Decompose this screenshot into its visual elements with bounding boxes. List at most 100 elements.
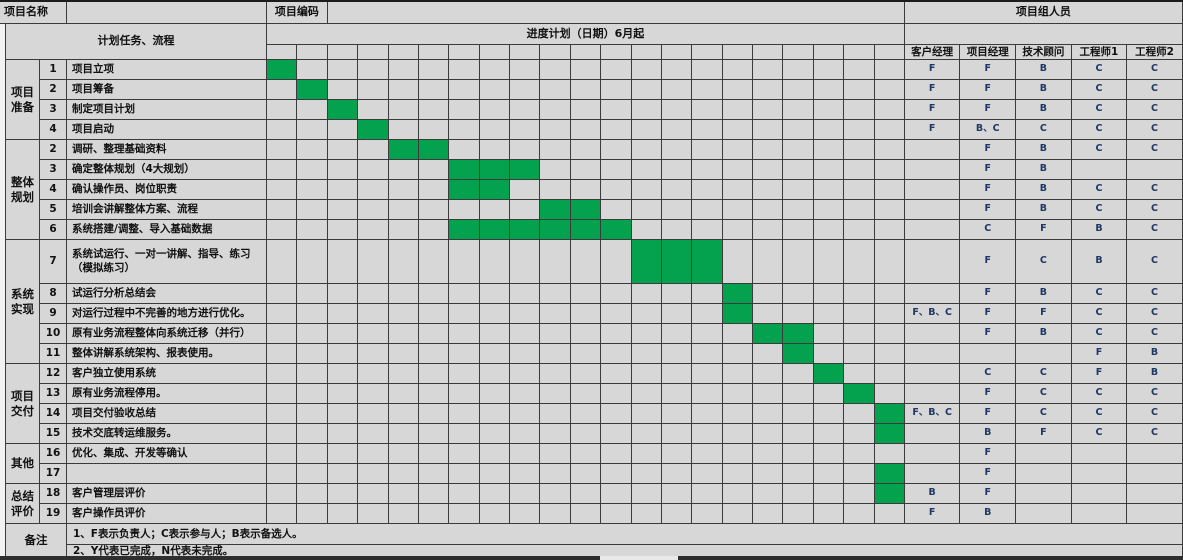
timeline-cell[interactable]: [722, 180, 753, 200]
task-label[interactable]: 技术交底转运维服务。: [67, 424, 267, 444]
gantt-bar-cell[interactable]: [327, 100, 359, 120]
timeline-cell[interactable]: [661, 364, 693, 384]
assignment-cell[interactable]: C: [1071, 324, 1128, 344]
timeline-cell[interactable]: [874, 324, 905, 344]
task-label[interactable]: 项目启动: [67, 120, 267, 140]
timeline-cell[interactable]: [692, 324, 723, 344]
timeline-cell[interactable]: [661, 100, 693, 120]
timeline-cell[interactable]: [358, 80, 389, 100]
timeline-cell[interactable]: [358, 180, 389, 200]
assignment-cell[interactable]: [1127, 444, 1183, 464]
timeline-cell[interactable]: [631, 120, 662, 140]
date-header-cell[interactable]: [570, 45, 602, 60]
timeline-cell[interactable]: [570, 180, 602, 200]
timeline-cell[interactable]: [570, 120, 602, 140]
timeline-cell[interactable]: [692, 60, 723, 80]
timeline-cell[interactable]: [692, 100, 723, 120]
timeline-cell[interactable]: [479, 364, 510, 384]
timeline-cell[interactable]: [267, 220, 298, 240]
assignment-cell[interactable]: C: [1127, 100, 1183, 120]
timeline-cell[interactable]: [722, 424, 753, 444]
timeline-cell[interactable]: [631, 284, 662, 304]
task-label[interactable]: 对运行过程中不完善的地方进行优化。: [67, 304, 267, 324]
assignment-cell[interactable]: [904, 384, 961, 404]
assignment-cell[interactable]: [904, 364, 961, 384]
timeline-cell[interactable]: [661, 180, 693, 200]
timeline-cell[interactable]: [844, 304, 875, 324]
timeline-cell[interactable]: [722, 404, 753, 424]
assignment-cell[interactable]: B: [1071, 220, 1128, 240]
assignment-cell[interactable]: C: [1127, 180, 1183, 200]
timeline-cell[interactable]: [449, 60, 480, 80]
timeline-cell[interactable]: [661, 160, 693, 180]
timeline-cell[interactable]: [570, 404, 602, 424]
assignment-cell[interactable]: [904, 200, 961, 220]
timeline-cell[interactable]: [297, 100, 328, 120]
timeline-cell[interactable]: [540, 160, 571, 180]
date-header-cell[interactable]: [297, 45, 328, 60]
assignment-cell[interactable]: C: [1127, 304, 1183, 324]
assignment-cell[interactable]: [904, 444, 961, 464]
timeline-cell[interactable]: [570, 464, 602, 484]
timeline-cell[interactable]: [631, 304, 662, 324]
timeline-cell[interactable]: [297, 200, 328, 220]
task-label[interactable]: 优化、集成、开发等确认: [67, 444, 267, 464]
timeline-cell[interactable]: [813, 284, 845, 304]
timeline-cell[interactable]: [722, 60, 753, 80]
timeline-cell[interactable]: [327, 160, 359, 180]
assignment-cell[interactable]: B: [1016, 160, 1072, 180]
gantt-bar-cell[interactable]: [722, 304, 753, 324]
timeline-cell[interactable]: [631, 404, 662, 424]
task-label[interactable]: 培训会讲解整体方案、流程: [67, 200, 267, 220]
timeline-cell[interactable]: [722, 324, 753, 344]
assignment-cell[interactable]: [1016, 344, 1072, 364]
timeline-cell[interactable]: [753, 80, 784, 100]
assignment-cell[interactable]: F: [1071, 344, 1128, 364]
date-header-cell[interactable]: [631, 45, 662, 60]
assignment-cell[interactable]: C: [1016, 364, 1072, 384]
timeline-cell[interactable]: [874, 344, 905, 364]
assignment-cell[interactable]: [904, 240, 961, 284]
timeline-cell[interactable]: [327, 484, 359, 504]
assignment-cell[interactable]: B: [1016, 200, 1072, 220]
timeline-cell[interactable]: [540, 304, 571, 324]
timeline-cell[interactable]: [479, 424, 510, 444]
timeline-cell[interactable]: [874, 160, 905, 180]
timeline-cell[interactable]: [358, 140, 389, 160]
assignment-cell[interactable]: C: [1071, 80, 1128, 100]
assignment-cell[interactable]: C: [1016, 240, 1072, 284]
assignment-cell[interactable]: [1071, 484, 1128, 504]
timeline-cell[interactable]: [418, 200, 450, 220]
timeline-cell[interactable]: [358, 504, 389, 524]
timeline-cell[interactable]: [449, 304, 480, 324]
assignment-cell[interactable]: C: [1127, 200, 1183, 220]
timeline-cell[interactable]: [844, 444, 875, 464]
timeline-cell[interactable]: [844, 100, 875, 120]
timeline-cell[interactable]: [631, 364, 662, 384]
timeline-cell[interactable]: [540, 424, 571, 444]
timeline-cell[interactable]: [267, 344, 298, 364]
timeline-cell[interactable]: [358, 344, 389, 364]
timeline-cell[interactable]: [510, 504, 541, 524]
timeline-cell[interactable]: [418, 424, 450, 444]
assignment-cell[interactable]: C: [1016, 404, 1072, 424]
timeline-cell[interactable]: [388, 160, 419, 180]
timeline-cell[interactable]: [358, 404, 389, 424]
timeline-cell[interactable]: [297, 180, 328, 200]
assignment-cell[interactable]: [960, 344, 1017, 364]
timeline-cell[interactable]: [267, 80, 298, 100]
timeline-cell[interactable]: [327, 324, 359, 344]
timeline-cell[interactable]: [692, 140, 723, 160]
task-label[interactable]: 调研、整理基础资料: [67, 140, 267, 160]
timeline-cell[interactable]: [692, 424, 723, 444]
date-header-cell[interactable]: [540, 45, 571, 60]
assignment-cell[interactable]: B: [1127, 364, 1183, 384]
gantt-bar-cell[interactable]: [631, 240, 662, 284]
timeline-cell[interactable]: [570, 160, 602, 180]
timeline-cell[interactable]: [297, 304, 328, 324]
timeline-cell[interactable]: [267, 140, 298, 160]
timeline-cell[interactable]: [327, 60, 359, 80]
timeline-cell[interactable]: [327, 304, 359, 324]
timeline-cell[interactable]: [327, 200, 359, 220]
timeline-cell[interactable]: [783, 80, 814, 100]
